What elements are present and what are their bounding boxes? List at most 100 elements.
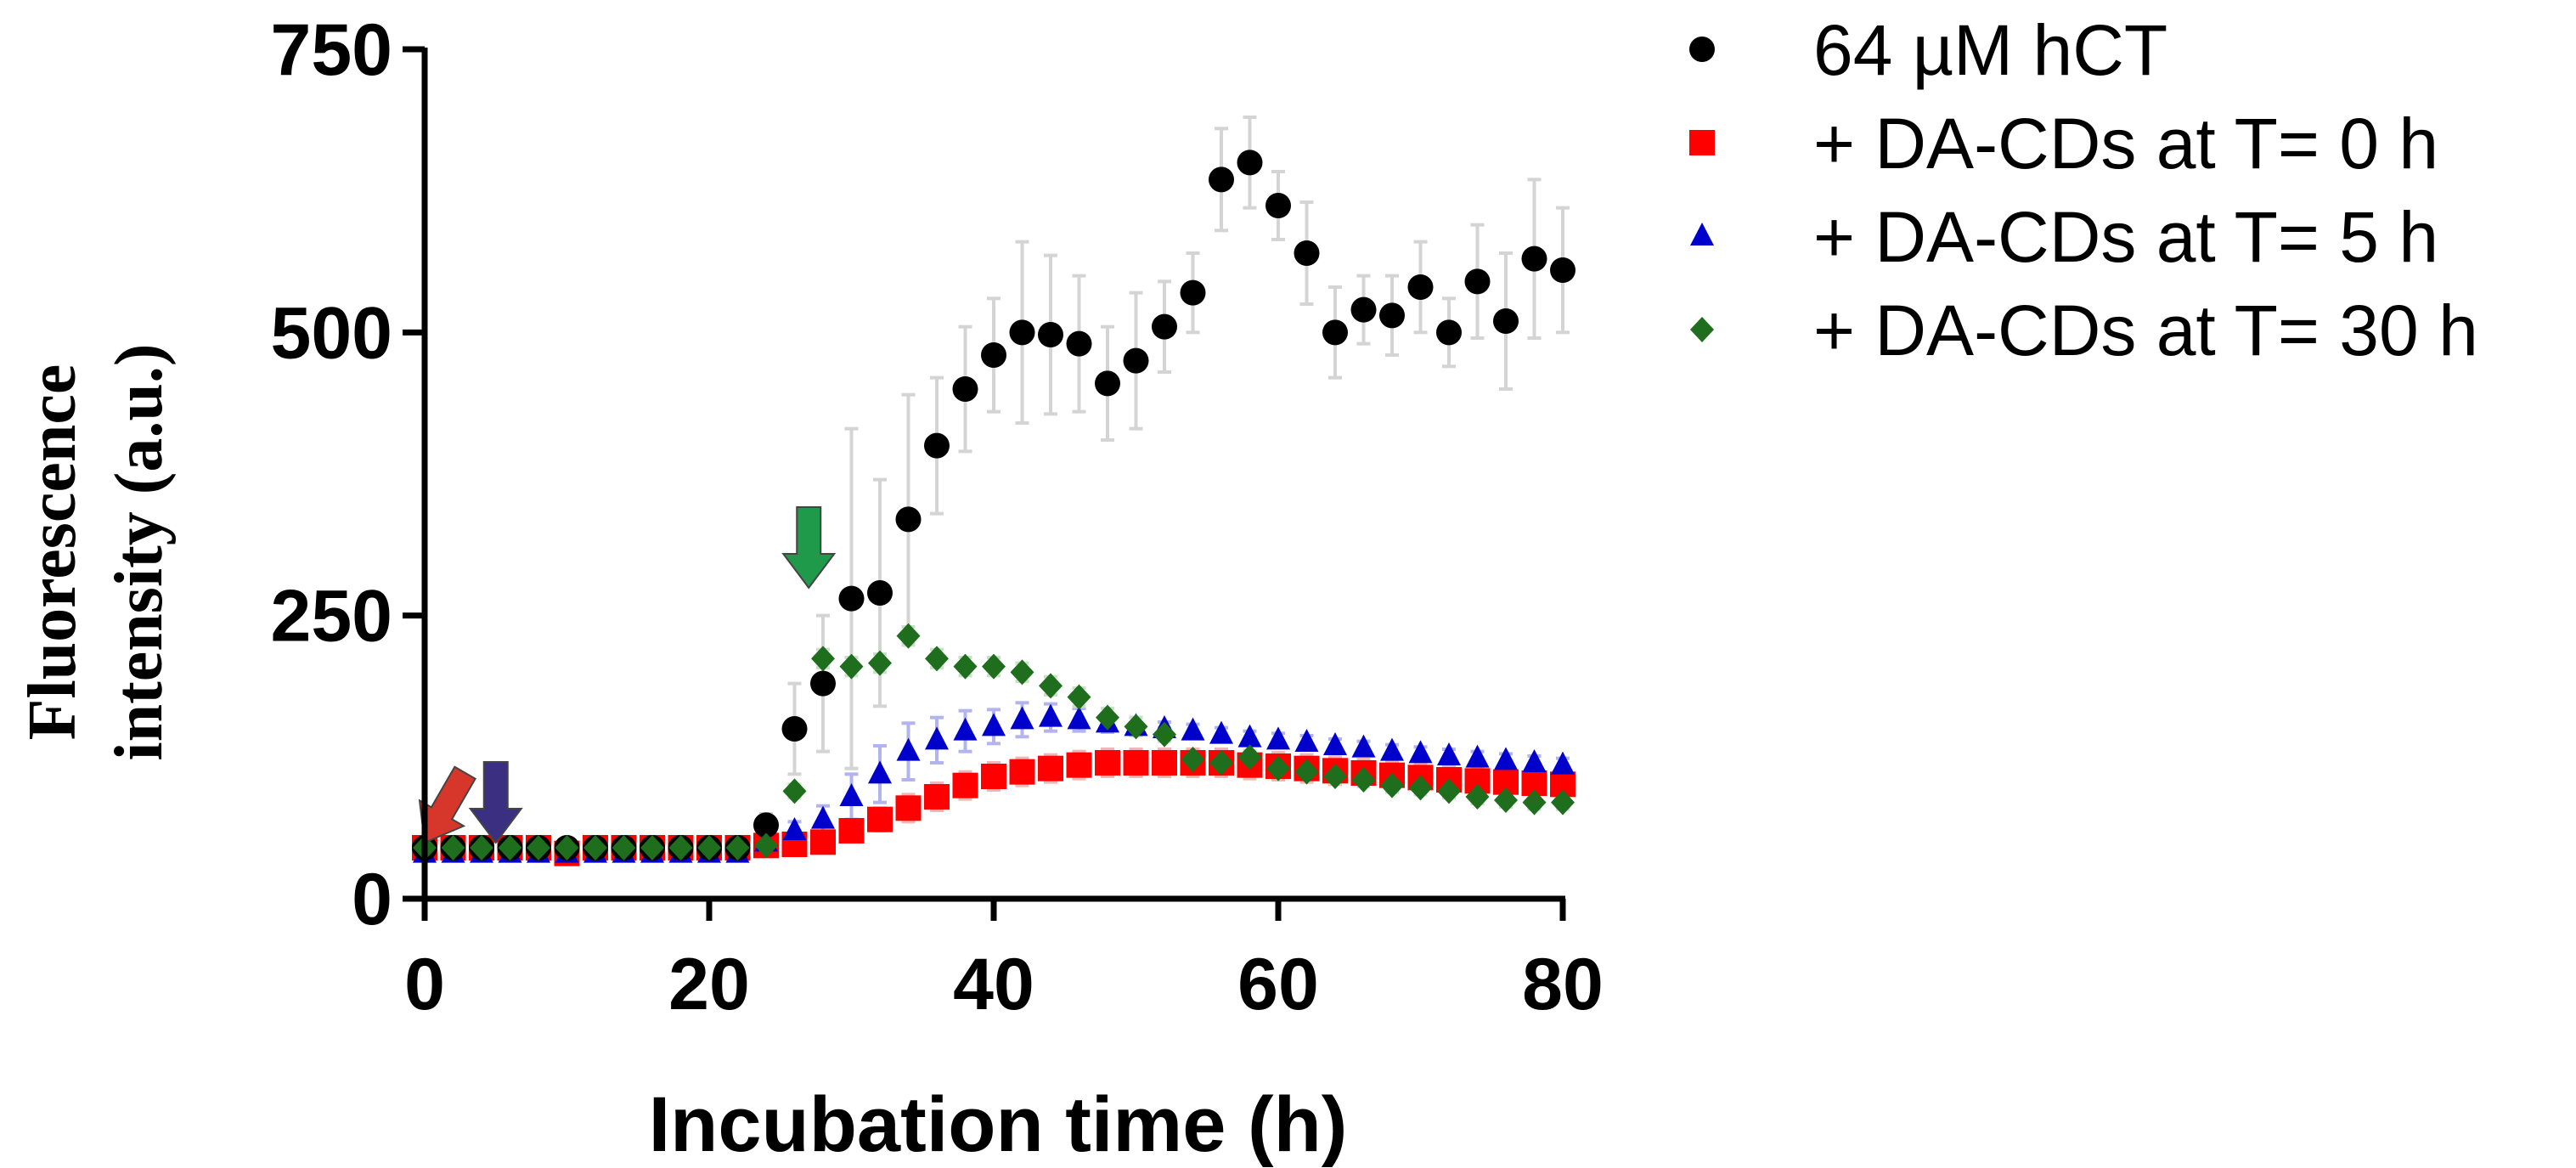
data-point <box>1351 767 1376 793</box>
data-point <box>1038 322 1063 347</box>
x-tick-label: 20 <box>668 944 750 1025</box>
data-point <box>753 812 779 838</box>
x-axis-label: Incubation time (h) <box>649 1081 1348 1168</box>
data-point <box>896 737 921 761</box>
data-point <box>1009 759 1035 785</box>
legend-marker <box>1689 130 1715 155</box>
data-point <box>896 623 921 649</box>
annotation-arrow-icon <box>781 506 837 590</box>
data-point <box>1039 673 1063 699</box>
data-point <box>1437 778 1461 804</box>
data-point <box>868 650 892 676</box>
data-point <box>1067 706 1091 730</box>
data-point <box>1408 740 1433 764</box>
data-point <box>1351 734 1376 758</box>
data-point <box>697 835 721 860</box>
data-point <box>1465 744 1490 768</box>
data-point <box>1266 726 1290 750</box>
data-point <box>1464 268 1491 295</box>
data-point <box>1294 759 1319 785</box>
data-point <box>1493 308 1519 334</box>
annotation-arrows <box>418 506 837 844</box>
data-point <box>668 835 693 860</box>
data-point <box>1437 742 1461 765</box>
data-point <box>441 835 465 860</box>
data-point <box>1066 752 1092 778</box>
axes <box>403 46 1566 921</box>
data-point <box>1551 789 1575 815</box>
data-point <box>1152 750 1177 776</box>
data-point <box>1294 240 1320 266</box>
data-point <box>811 646 835 672</box>
legend-label: 64 µM hCT <box>1813 10 2167 90</box>
data-point <box>1294 729 1319 752</box>
x-tick-label: 60 <box>1237 944 1319 1025</box>
data-point <box>1181 747 1205 772</box>
data-point <box>612 835 636 860</box>
data-point <box>924 432 950 459</box>
data-point <box>782 778 807 804</box>
data-point <box>1323 764 1347 789</box>
data-point <box>1551 751 1575 775</box>
legend-label: + DA-CDs at T= 30 h <box>1813 291 2478 370</box>
data-point <box>868 760 892 784</box>
data-point <box>838 818 865 844</box>
data-point <box>1010 659 1034 686</box>
data-point <box>1494 787 1518 813</box>
legend: 64 µM hCT + DA-CDs at T= 0 h + DA-CDs at T… <box>1689 10 2478 370</box>
x-tick-label: 0 <box>404 944 445 1025</box>
data-point <box>1066 330 1092 357</box>
annotation-arrow-icon <box>468 761 523 844</box>
data-point <box>1522 789 1547 815</box>
data-point <box>1350 296 1377 323</box>
x-tick-label: 40 <box>953 944 1034 1025</box>
data-point <box>895 506 922 533</box>
data-point <box>981 764 1006 789</box>
data-point <box>1380 772 1404 798</box>
y-axis-label-line2: intensity (a.u.) <box>102 343 177 760</box>
data-point <box>1153 721 1176 748</box>
data-point <box>1209 750 1233 776</box>
data-point <box>1010 706 1034 730</box>
data-point <box>1494 747 1518 770</box>
data-point <box>1380 737 1404 761</box>
annotation-arrow-icon <box>418 765 476 844</box>
legend-marker <box>1690 223 1714 245</box>
data-point <box>1465 784 1490 810</box>
data-point <box>952 772 978 798</box>
data-marks <box>412 150 1575 866</box>
data-point <box>1237 724 1262 748</box>
data-point <box>982 653 1006 680</box>
data-point <box>1237 744 1262 770</box>
data-point <box>1180 279 1206 306</box>
y-tick-label: 500 <box>271 292 393 374</box>
axis-labels: Incubation time (h) Fluorescence intensi… <box>15 343 1347 1168</box>
data-point <box>725 835 750 860</box>
data-point <box>1009 319 1035 346</box>
data-point <box>982 713 1006 736</box>
data-point <box>1038 755 1063 781</box>
data-point <box>1237 150 1263 176</box>
data-point <box>1322 319 1348 346</box>
data-point <box>781 716 808 742</box>
data-point <box>527 835 550 860</box>
data-point <box>1379 302 1405 329</box>
legend-label: + DA-CDs at T= 5 h <box>1813 197 2438 277</box>
y-tick-label: 750 <box>271 9 393 91</box>
data-point <box>1436 319 1462 346</box>
data-point <box>782 817 807 840</box>
y-tick-label: 0 <box>352 859 392 940</box>
legend-marker <box>1690 317 1714 342</box>
data-point <box>810 829 836 855</box>
data-point <box>839 783 864 806</box>
data-point <box>1407 274 1434 300</box>
data-point <box>925 726 949 750</box>
data-point <box>867 806 893 832</box>
data-point <box>1266 755 1290 781</box>
data-point <box>1096 704 1119 731</box>
data-point <box>754 832 778 859</box>
data-point <box>1550 257 1575 283</box>
legend-marker <box>1689 37 1715 62</box>
data-point <box>952 376 978 402</box>
data-point <box>1095 370 1120 397</box>
